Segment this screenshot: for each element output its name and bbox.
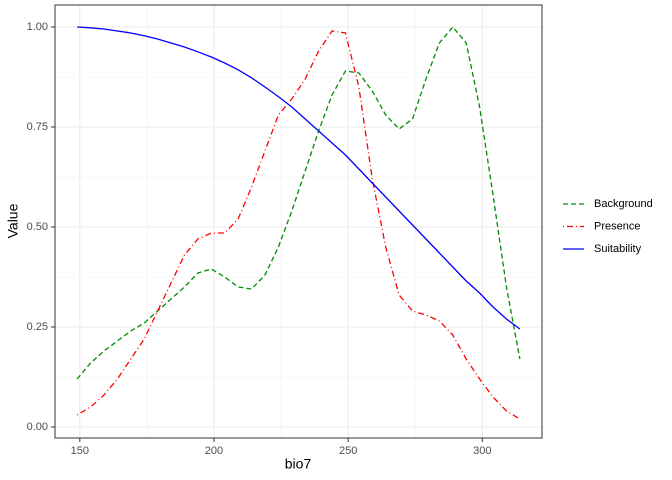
legend-label: Background xyxy=(594,198,653,210)
panel-border xyxy=(54,4,543,439)
y-tick-label: 0.25 xyxy=(27,321,48,333)
legend-label: Presence xyxy=(594,220,640,232)
x-tick-label: 250 xyxy=(339,445,357,457)
x-tick-label: 200 xyxy=(205,445,223,457)
legend-label: Suitability xyxy=(594,243,642,255)
x-tick-label: 300 xyxy=(473,445,491,457)
line-series xyxy=(76,25,521,380)
line-series xyxy=(77,26,521,330)
y-tick-label: 1.00 xyxy=(27,21,48,33)
y-tick-label: 0.50 xyxy=(27,221,48,233)
y-tick-label: 0.75 xyxy=(27,121,48,133)
y-tick-label: 0.00 xyxy=(27,421,48,433)
line-series xyxy=(76,30,521,420)
panel xyxy=(55,5,542,438)
x-axis-title: bio7 xyxy=(285,456,312,472)
y-axis-title: Value xyxy=(5,203,21,238)
x-tick-label: 150 xyxy=(71,445,89,457)
